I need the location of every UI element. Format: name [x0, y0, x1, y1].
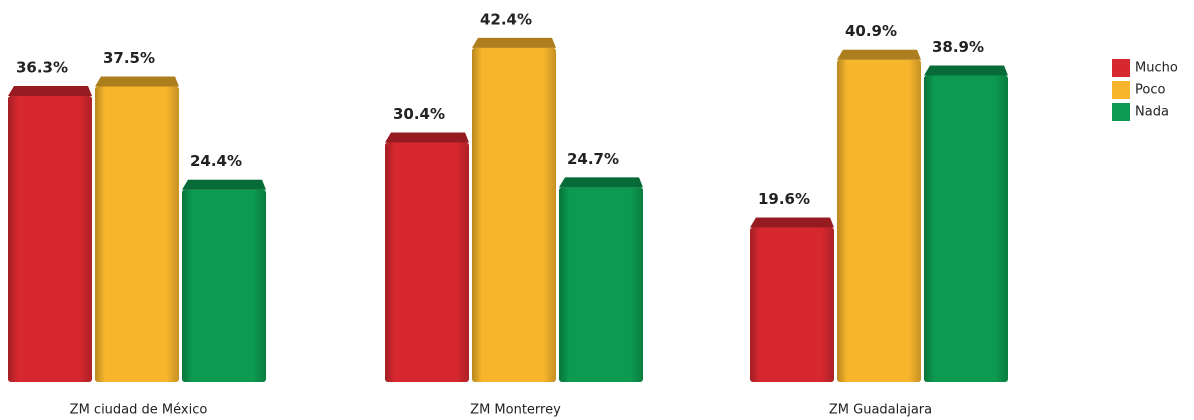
bar-top: [385, 132, 469, 143]
bar-shade: [385, 142, 469, 382]
bar-shade: [837, 59, 921, 382]
value-label: 37.5%: [103, 49, 155, 67]
bar-top-shade: [95, 76, 179, 87]
legend-label: Poco: [1135, 83, 1165, 98]
bar-top-shade: [924, 65, 1008, 76]
bar-top: [750, 217, 834, 228]
value-label: 42.4%: [480, 10, 532, 28]
bar-shade: [750, 227, 834, 382]
value-label: 24.7%: [567, 150, 619, 168]
bar-top-shade: [837, 49, 921, 60]
legend-swatch: [1112, 59, 1130, 77]
bar-top-shade: [385, 132, 469, 143]
x-tick-label: ZM Guadalajara: [829, 403, 932, 418]
legend-label: Mucho: [1135, 61, 1178, 76]
legend-swatch: [1112, 81, 1130, 99]
value-label: 30.4%: [393, 105, 445, 123]
x-tick-label: ZM Monterrey: [470, 403, 561, 418]
value-label: 36.3%: [16, 58, 68, 76]
bar-top-shade: [8, 85, 92, 96]
bar-top-shade: [750, 217, 834, 228]
x-tick-label: ZM ciudad de México: [70, 403, 208, 418]
bar-top: [472, 37, 556, 48]
bar-top: [559, 177, 643, 188]
bar-shade: [95, 86, 179, 382]
legend-swatch: [1112, 103, 1130, 121]
bar-top-shade: [472, 37, 556, 48]
value-label: 19.6%: [758, 190, 810, 208]
bar-shade: [182, 189, 266, 382]
value-label: 24.4%: [190, 152, 242, 170]
legend-label: Nada: [1135, 105, 1169, 120]
bar-top: [95, 76, 179, 87]
bar-top: [837, 49, 921, 60]
bar-shade: [472, 47, 556, 382]
bar-shade: [924, 75, 1008, 382]
bar-top: [182, 179, 266, 190]
value-label: 38.9%: [932, 38, 984, 56]
bar-top: [924, 65, 1008, 76]
bar-top-shade: [182, 179, 266, 190]
value-label: 40.9%: [845, 22, 897, 40]
bar-shade: [559, 187, 643, 382]
bar-top: [8, 85, 92, 96]
bar-top-shade: [559, 177, 643, 188]
bar-shade: [8, 95, 92, 383]
